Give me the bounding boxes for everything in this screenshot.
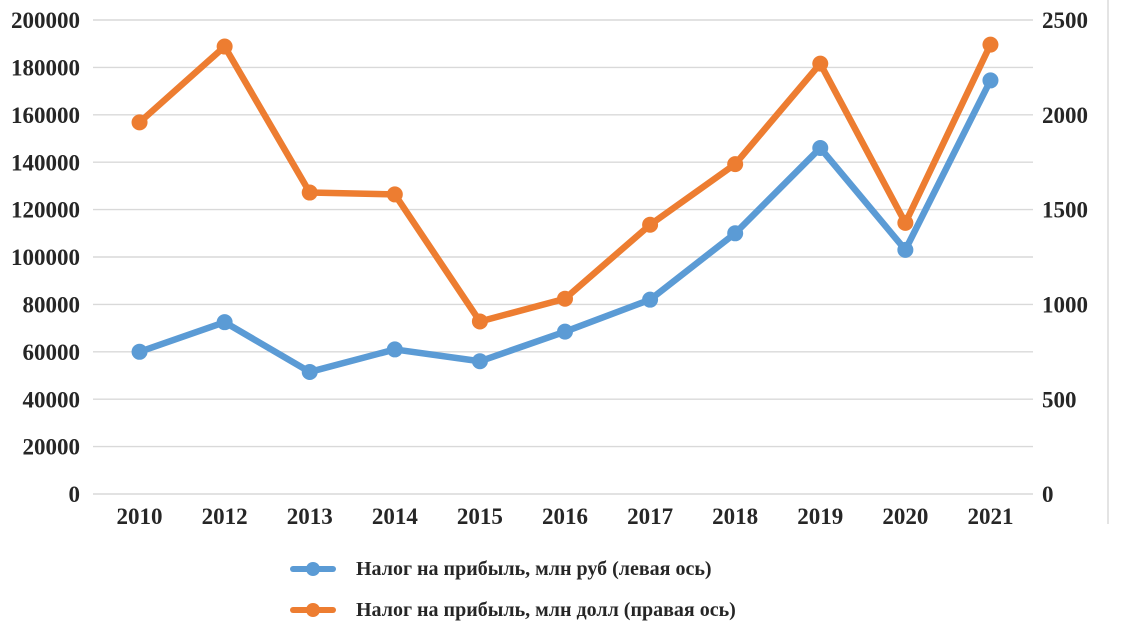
x-axis-label: 2014: [372, 504, 419, 529]
x-axis-label: 2019: [797, 504, 843, 529]
legend-marker-orange-dot-icon: [306, 603, 320, 617]
data-point-doll-2016: [557, 290, 573, 307]
right-axis-tick-label: 0: [1042, 482, 1054, 507]
left-axis-tick-label: 200000: [11, 8, 80, 33]
left-axis-tick-label: 140000: [11, 150, 80, 175]
data-point-doll-2010: [131, 114, 148, 131]
right-axis-tick-label: 2500: [1042, 8, 1088, 33]
data-point-rub-2020: [897, 241, 914, 258]
data-point-doll-2014: [386, 186, 403, 203]
legend-label-rub: Налог на прибыль, млн руб (левая ось): [356, 558, 712, 580]
left-axis-tick-label: 160000: [11, 103, 80, 128]
x-axis-label: 2013: [287, 504, 333, 529]
data-point-rub-2021: [982, 72, 999, 89]
left-axis-tick-label: 60000: [23, 340, 81, 365]
data-point-rub-2013: [301, 363, 318, 380]
left-axis-tick-label: 20000: [23, 435, 81, 460]
legend-label-doll: Налог на прибыль, млн долл (правая ось): [356, 599, 736, 621]
right-axis-tick-label: 1500: [1042, 198, 1088, 223]
data-point-rub-2016: [557, 323, 573, 340]
legend-marker-blue-line-icon: [290, 562, 336, 576]
data-point-doll-2015: [471, 313, 488, 330]
legend: Налог на прибыль, млн руб (левая ось) На…: [290, 557, 736, 622]
series-line-doll: [136, 41, 994, 325]
right-axis-tick-label: 2000: [1042, 103, 1088, 128]
left-axis-tick-label: 40000: [23, 387, 81, 412]
x-axis-label: 2017: [627, 504, 673, 529]
data-point-doll-2020: [897, 214, 914, 231]
data-point-rub-2012: [216, 314, 233, 331]
data-point-doll-2012: [216, 38, 233, 55]
legend-marker-orange-line-icon: [290, 603, 336, 617]
x-axis-label: 2018: [712, 504, 758, 529]
left-axis-tick-label: 180000: [11, 55, 80, 80]
x-axis-label: 2020: [882, 504, 928, 529]
left-axis-tick-label: 0: [69, 482, 81, 507]
left-axis-tick-label: 80000: [23, 292, 81, 317]
left-axis-tick-label: 100000: [11, 245, 80, 270]
data-point-doll-2017: [642, 216, 659, 233]
data-point-doll-2021: [982, 36, 999, 53]
x-axis-label: 2012: [202, 504, 248, 529]
right-axis-tick-label: 1000: [1042, 292, 1088, 317]
legend-marker-blue-dot-icon: [306, 562, 320, 576]
legend-item-rub: Налог на прибыль, млн руб (левая ось): [290, 557, 736, 581]
x-axis-label: 2021: [967, 504, 1013, 529]
data-point-rub-2019: [812, 139, 829, 156]
legend-item-doll: Налог на прибыль, млн долл (правая ось): [290, 598, 736, 622]
x-axis-label: 2010: [117, 504, 163, 529]
x-axis-label: 2016: [542, 504, 588, 529]
right-axis-tick-label: 500: [1042, 387, 1077, 412]
data-point-rub-2014: [386, 341, 403, 358]
left-axis-tick-label: 120000: [11, 198, 80, 223]
data-point-rub-2010: [131, 343, 148, 360]
data-point-rub-2015: [471, 353, 488, 370]
data-point-doll-2019: [812, 55, 829, 72]
data-point-rub-2017: [642, 291, 659, 308]
data-point-doll-2013: [301, 184, 318, 201]
x-axis-label: 2015: [457, 504, 503, 529]
data-point-rub-2018: [727, 225, 744, 242]
data-point-doll-2018: [727, 156, 744, 173]
